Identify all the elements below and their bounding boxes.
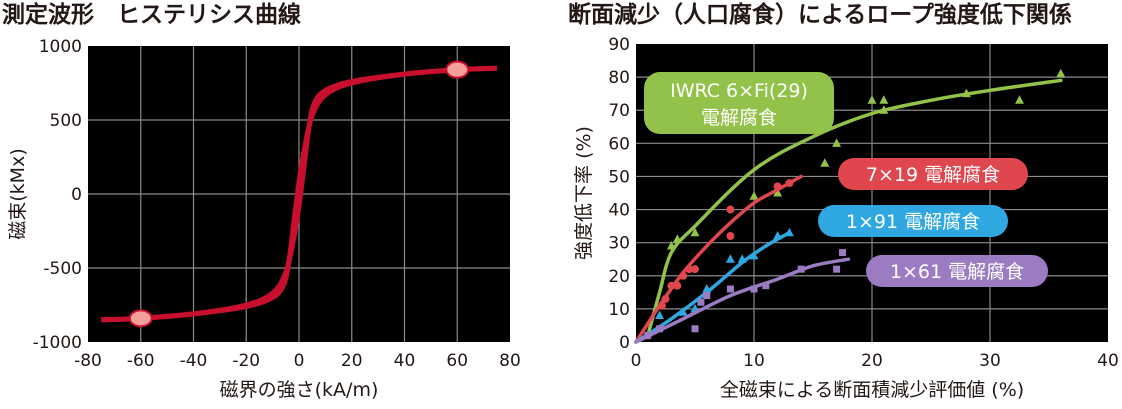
- data-point-triangle: [1056, 68, 1066, 78]
- y-axis-title: 磁束(kMx): [7, 148, 29, 239]
- x-tick-label: -40: [180, 351, 208, 371]
- data-point-triangle: [690, 227, 700, 237]
- data-point-square: [726, 285, 734, 293]
- data-point-triangle: [678, 307, 688, 316]
- x-tick-label: 20: [341, 351, 363, 371]
- y-tick-label: -1000: [33, 333, 82, 353]
- data-point-square: [656, 325, 664, 333]
- x-tick-label: 60: [446, 351, 468, 371]
- fit-curve-series-3: [634, 230, 792, 344]
- y-tick-label: 20: [608, 267, 630, 287]
- series-label-box: [644, 72, 834, 134]
- fit-curve-series-1: [646, 78, 1063, 338]
- saturation-marker: [128, 309, 153, 328]
- data-point-triangle: [737, 254, 747, 263]
- data-point-square: [691, 325, 699, 333]
- data-point-circle: [673, 281, 682, 290]
- y-tick-label: 30: [608, 234, 630, 254]
- y-tick-label: 10: [608, 300, 630, 320]
- data-point-circle: [679, 271, 688, 280]
- x-axis-title: 磁界の強さ(kA/m): [220, 379, 379, 401]
- x-tick-label: -80: [74, 351, 102, 371]
- data-point-square: [750, 285, 758, 293]
- y-tick-label: 0: [619, 333, 630, 353]
- data-point-triangle: [784, 227, 794, 237]
- saturation-marker: [445, 60, 470, 79]
- data-point-circle: [661, 294, 670, 303]
- x-tick-label: 20: [861, 351, 883, 371]
- data-point-triangle: [820, 158, 830, 167]
- data-point-triangle: [773, 231, 783, 240]
- series-label-text: 1×91 電解腐食: [846, 211, 980, 233]
- y-tick-label: 60: [608, 134, 630, 154]
- data-point-triangle: [702, 284, 712, 293]
- x-tick-label: 0: [294, 351, 305, 371]
- data-point-triangle: [773, 188, 783, 197]
- series-label-text: 1×61 電解腐食: [890, 261, 1024, 283]
- data-point-triangle: [961, 88, 971, 98]
- x-tick-label: 40: [1097, 351, 1119, 371]
- x-tick-label: 30: [979, 351, 1001, 371]
- x-tick-label: -20: [232, 351, 260, 371]
- data-point-triangle: [867, 95, 877, 104]
- data-point-triangle: [672, 234, 682, 243]
- data-point-square: [797, 265, 805, 273]
- data-point-circle: [773, 182, 782, 191]
- data-point-triangle: [725, 254, 735, 263]
- y-tick-label: 70: [608, 101, 630, 121]
- data-point-triangle: [879, 95, 889, 104]
- data-point-square: [762, 282, 770, 290]
- data-point-circle: [691, 265, 699, 274]
- data-point-square: [703, 292, 711, 300]
- series-label-box: [866, 255, 1048, 287]
- x-tick-label: 40: [394, 351, 416, 371]
- y-tick-label: 0: [71, 185, 82, 205]
- data-point-triangle: [749, 191, 759, 200]
- x-tick-label: -60: [127, 351, 155, 371]
- y-tick-label: 500: [50, 111, 82, 131]
- series-label-box: [818, 205, 1008, 237]
- data-point-triangle: [1015, 95, 1024, 104]
- y-tick-label: 1000: [39, 37, 82, 57]
- y-tick-label: -500: [43, 259, 82, 279]
- x-axis-title: 全磁束による断面積減少評価値 (%): [720, 379, 1024, 401]
- data-point-triangle: [832, 138, 842, 147]
- data-point-circle: [667, 281, 676, 290]
- data-point-circle: [726, 232, 735, 241]
- series-label-box: [838, 158, 1028, 190]
- y-tick-label: 90: [608, 35, 630, 55]
- y-axis-title: 強度低下率 (%): [573, 126, 595, 260]
- x-tick-label: 80: [499, 351, 521, 371]
- data-point-circle: [726, 205, 735, 214]
- data-point-circle: [785, 179, 794, 188]
- y-tick-label: 50: [608, 167, 630, 187]
- data-point-circle: [685, 265, 694, 274]
- right-chart-title: 断面減少（人口腐食）によるロープ強度低下関係: [568, 2, 1072, 28]
- x-tick-label: 0: [631, 351, 642, 371]
- data-point-triangle: [655, 310, 665, 320]
- y-tick-label: 40: [608, 201, 630, 221]
- strength-reduction-chart: 0 10 20 30 40 0 10 20 30 40 50 60 70 80 90 全磁束による断面積減少評…: [573, 35, 1119, 401]
- data-point-square: [833, 265, 841, 273]
- series-label-text: 7×19 電解腐食: [866, 164, 1000, 186]
- data-point-triangle: [879, 105, 889, 114]
- series-label-text: IWRC 6×Fi(29): [670, 80, 808, 102]
- hysteresis-chart: -80 -60 -40 -20 0 20 40 60 80 -1000 -500 0 500 1000 磁界…: [7, 37, 521, 401]
- data-point-square: [644, 331, 652, 339]
- series-label-text: 電解腐食: [701, 107, 777, 129]
- data-point-triangle: [749, 250, 759, 260]
- data-point-square: [839, 249, 846, 257]
- data-point-circle: [657, 301, 666, 310]
- data-point-square: [697, 298, 705, 306]
- left-chart-title: 測定波形 ヒステリシス曲線: [2, 2, 301, 28]
- hysteresis-branch-2: [101, 65, 497, 323]
- x-tick-label: 10: [743, 351, 765, 371]
- y-tick-label: 80: [608, 68, 630, 88]
- data-point-triangle: [666, 240, 676, 250]
